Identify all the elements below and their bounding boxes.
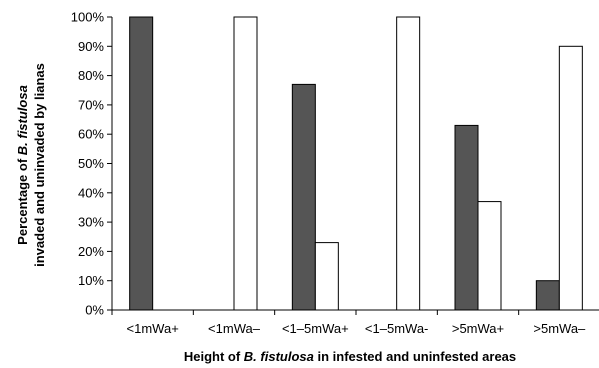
- y-tick-label: 70%: [78, 97, 104, 112]
- y-axis-label-line2: invaded and uninvaded by lianas: [32, 63, 47, 267]
- x-axis-label: Height of B. fistulosa in infested and u…: [184, 349, 516, 364]
- bar: [314, 242, 339, 311]
- x-tick-label: >5mWa+: [452, 321, 504, 336]
- y-tick-label: 60%: [78, 127, 104, 142]
- y-tick-label: 30%: [78, 215, 104, 230]
- y-tick-label: 40%: [78, 185, 104, 200]
- y-tick-label: 10%: [78, 273, 104, 288]
- bar: [477, 201, 502, 311]
- bar: [535, 280, 560, 311]
- x-tick-label: <1mWa–: [208, 321, 261, 336]
- y-tick-label: 50%: [78, 156, 104, 171]
- y-tick-label: 80%: [78, 68, 104, 83]
- bar: [396, 16, 421, 311]
- x-tick-label: >5mWa–: [533, 321, 586, 336]
- x-tick-label: <1–5mWa-: [365, 321, 428, 336]
- axes: [107, 16, 599, 315]
- bars: [129, 16, 583, 311]
- y-tick-labels: 0% 10% 20% 30% 40% 50% 60% 70% 80% 90% 100%: [71, 10, 105, 318]
- y-axis-label-line1: Percentage of B. fistulosa: [15, 85, 30, 245]
- y-axis-label: Percentage of B. fistulosa invaded and u…: [15, 63, 47, 267]
- x-tick-label: <1mWa+: [127, 321, 179, 336]
- y-tick-label: 100%: [71, 10, 105, 25]
- x-tick-labels: <1mWa+ <1mWa– <1–5mWa+ <1–5mWa- >5mWa+ >5mWa–: [127, 321, 587, 336]
- bar: [129, 16, 154, 311]
- bar: [558, 45, 583, 311]
- bar: [291, 83, 316, 311]
- y-tick-label: 0%: [85, 303, 104, 318]
- bar: [454, 124, 479, 311]
- y-tick-label: 90%: [78, 39, 104, 54]
- bar: [233, 16, 258, 311]
- x-tick-label: <1–5mWa+: [282, 321, 349, 336]
- y-tick-label: 20%: [78, 244, 104, 259]
